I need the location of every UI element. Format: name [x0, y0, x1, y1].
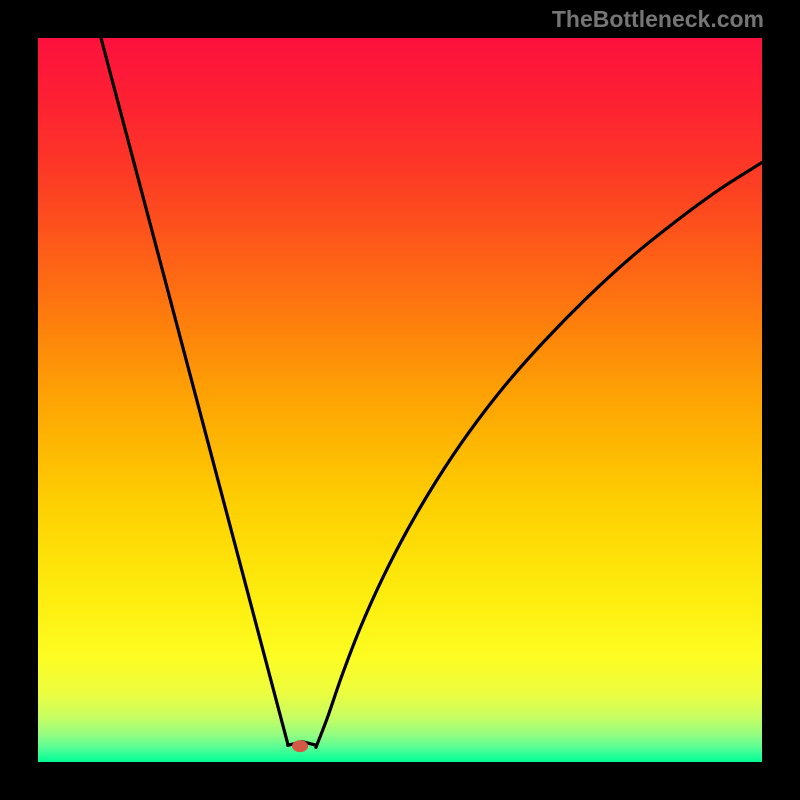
watermark-text: TheBottleneck.com — [552, 6, 764, 33]
gradient-background — [38, 38, 762, 762]
